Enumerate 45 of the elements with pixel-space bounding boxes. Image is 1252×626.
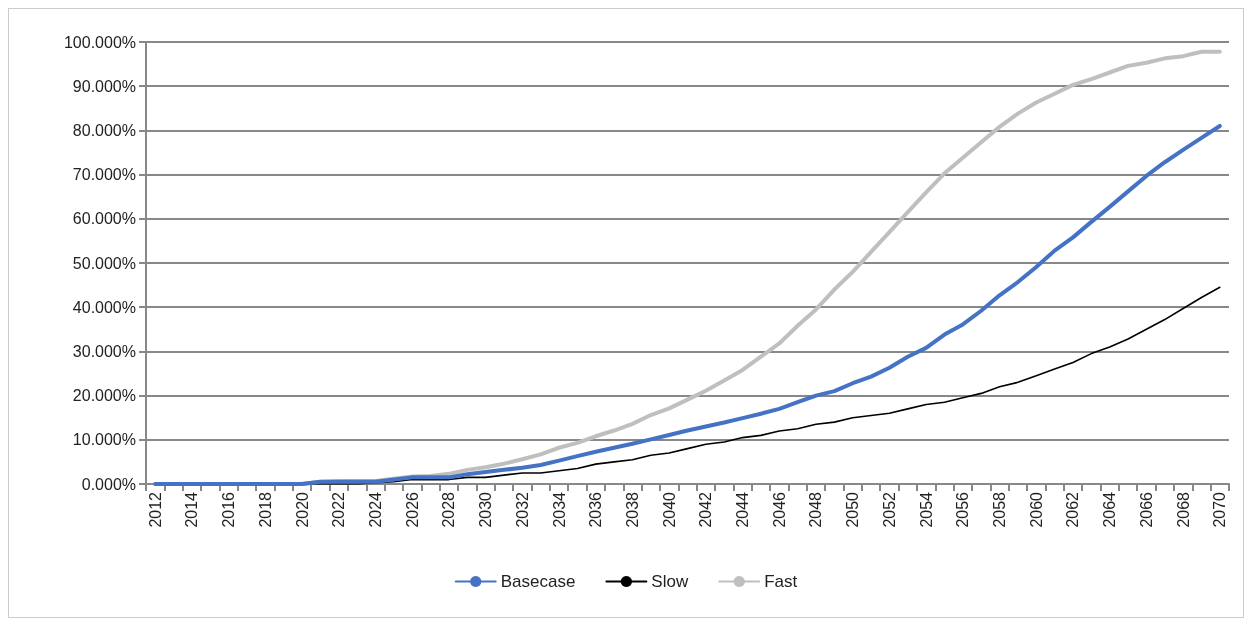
x-tick-label: 2046: [770, 491, 788, 528]
x-tick-label: 2040: [660, 491, 678, 528]
y-tick-label: 90.000%: [72, 77, 136, 95]
x-tick-label: 2048: [807, 491, 825, 528]
x-tick-label: 2060: [1027, 491, 1045, 528]
x-tick-label: 2014: [183, 491, 201, 528]
x-tick-label: 2062: [1064, 491, 1082, 528]
x-tick-label: 2070: [1211, 491, 1229, 528]
x-tick-label: 2056: [954, 491, 972, 528]
x-tick-label: 2032: [513, 491, 531, 528]
x-tick-label: 2038: [623, 491, 641, 528]
x-tick-label: 2020: [293, 491, 311, 528]
y-tick-label: 20.000%: [72, 387, 136, 405]
y-tick-label: 40.000%: [72, 298, 136, 316]
y-tick-label: 10.000%: [72, 431, 136, 449]
x-tick-label: 2026: [403, 491, 421, 528]
x-tick-label: 2012: [146, 491, 164, 528]
x-tick-label: 2058: [991, 491, 1009, 528]
x-tick-label: 2022: [330, 491, 348, 528]
x-tick-label: 2054: [917, 491, 935, 528]
line-series: [153, 123, 1222, 486]
x-tick-label: 2066: [1137, 491, 1155, 528]
y-tick-label: 80.000%: [72, 121, 136, 139]
x-tick-label: 2042: [697, 491, 715, 528]
x-tick-label: 2044: [734, 491, 752, 528]
y-tick-label: 60.000%: [72, 210, 136, 228]
y-tick-label: 50.000%: [72, 254, 136, 272]
legend-label: Fast: [764, 572, 798, 591]
y-tick-label: 100.000%: [63, 33, 136, 51]
y-tick-label: 0.000%: [81, 475, 136, 493]
legend-label: Basecase: [500, 572, 576, 591]
x-tick-label: 2028: [440, 491, 458, 528]
y-tick-label: 30.000%: [72, 342, 136, 360]
x-tick-label: 2024: [366, 491, 384, 528]
x-tick-label: 2030: [477, 491, 495, 528]
x-tick-label: 2064: [1101, 491, 1119, 528]
x-tick-label: 2016: [220, 491, 238, 528]
x-tick-label: 2050: [844, 491, 862, 528]
x-tick-label: 2068: [1174, 491, 1192, 528]
x-tick-label: 2052: [880, 491, 898, 528]
x-tick-label: 2034: [550, 491, 568, 528]
legend-label: Slow: [651, 572, 689, 591]
y-tick-label: 70.000%: [72, 166, 136, 184]
x-tick-label: 2018: [256, 491, 274, 528]
x-tick-label: 2036: [587, 491, 605, 528]
